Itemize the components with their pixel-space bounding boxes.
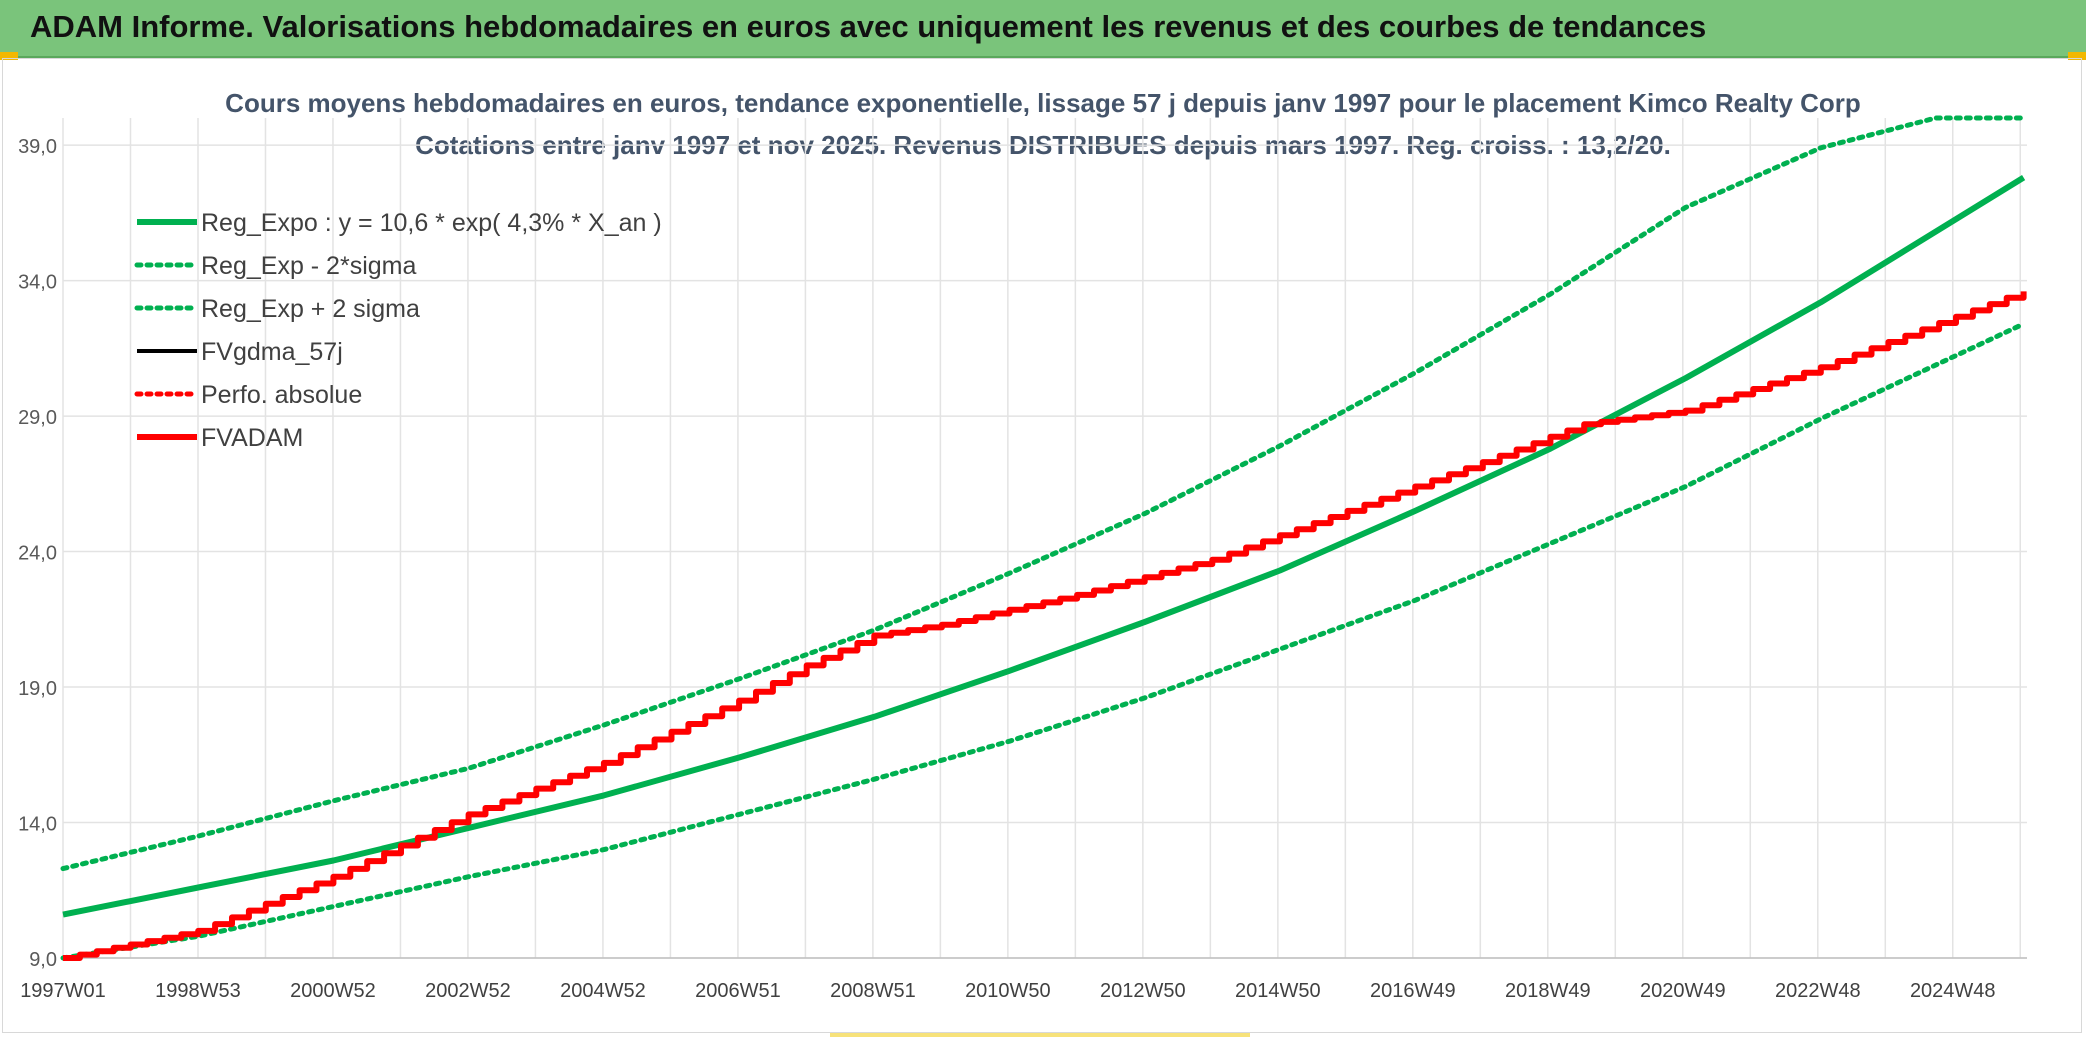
- x-tick-label: 2024W48: [1910, 980, 1996, 1002]
- page-title: ADAM Informe. Valorisations hebdomadaire…: [30, 9, 1707, 44]
- y-tick-label: 34,0: [18, 272, 57, 294]
- x-tick-label: 2010W50: [965, 980, 1051, 1002]
- legend-label: Reg_Expo : y = 10,6 * exp( 4,3% * X_an ): [201, 209, 662, 237]
- series-line-5: [63, 291, 2027, 961]
- x-tick-label: 2014W50: [1235, 980, 1321, 1002]
- legend-label: Reg_Exp + 2 sigma: [201, 295, 420, 323]
- legend-label: FVADAM: [201, 424, 303, 452]
- header-banner: ADAM Informe. Valorisations hebdomadaire…: [0, 0, 2086, 58]
- y-tick-label: 24,0: [18, 543, 57, 565]
- y-tick-label: 39,0: [18, 136, 57, 158]
- x-tick-label: 1997W01: [20, 980, 106, 1002]
- legend-label: Perfo. absolue: [201, 381, 362, 409]
- chart-title: Cours moyens hebdomadaires en euros, ten…: [225, 88, 1861, 118]
- x-tick-label: 2004W52: [560, 980, 646, 1002]
- chart-frame: [2, 58, 2082, 1033]
- x-tick-label: 2006W51: [695, 980, 781, 1002]
- x-tick-label: 2012W50: [1100, 980, 1186, 1002]
- y-tick-label: 14,0: [18, 814, 57, 836]
- y-tick-label: 19,0: [18, 678, 57, 700]
- series-line-0: [62, 175, 2026, 918]
- y-tick-label: 29,0: [18, 407, 57, 429]
- legend-label: Reg_Exp - 2*sigma: [201, 252, 416, 280]
- x-tick-label: 1998W53: [155, 980, 241, 1002]
- y-tick-label: 9,0: [29, 949, 57, 971]
- x-tick-label: 2020W49: [1640, 980, 1726, 1002]
- right-corner-marker: [2068, 52, 2086, 60]
- x-tick-label: 2016W49: [1370, 980, 1456, 1002]
- x-tick-label: 2000W52: [290, 980, 376, 1002]
- bottom-marker: [830, 1033, 1250, 1037]
- x-tick-label: 2022W48: [1775, 980, 1861, 1002]
- x-tick-label: 2002W52: [425, 980, 511, 1002]
- series-line-1: [60, 321, 2027, 961]
- left-corner-marker: [0, 52, 18, 60]
- x-tick-label: 2018W49: [1505, 980, 1591, 1002]
- series-line-2: [60, 115, 2027, 872]
- legend-label: FVgdma_57j: [201, 338, 343, 366]
- x-tick-label: 2008W51: [830, 980, 916, 1002]
